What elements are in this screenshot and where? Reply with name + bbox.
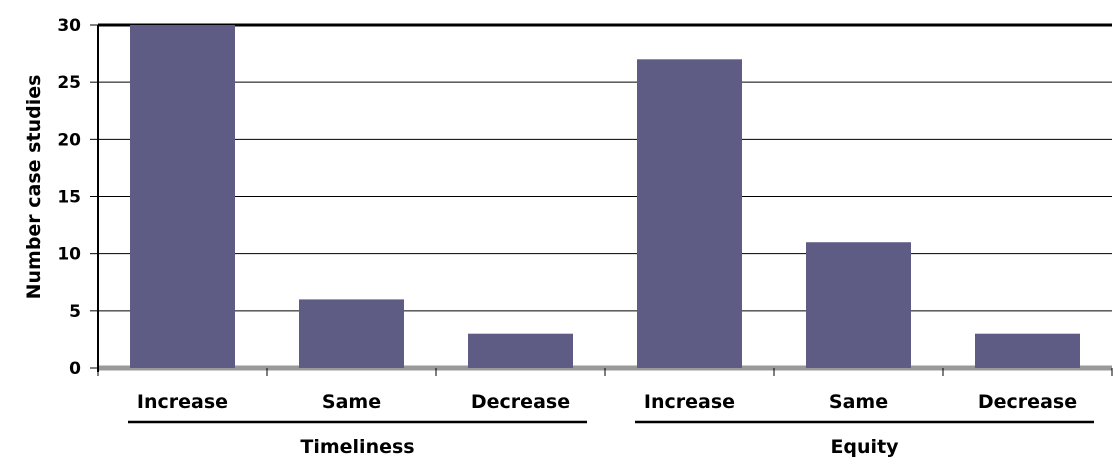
y-tick-label-15: 15 [57,188,81,208]
x-tick-label-equity-decrease: Decrease [978,391,1077,413]
bar-equity-decrease [975,333,1080,368]
x-tick-label-timeliness-same: Same [322,391,381,413]
y-axis-title: Number case studies [23,75,45,300]
x-tick-label-equity-increase: Increase [644,391,735,413]
x-tick-label-equity-same: Same [829,391,888,413]
x-tick-label-timeliness-decrease: Decrease [471,391,570,413]
y-tick-label-30: 30 [57,16,81,36]
gridlines [98,23,1112,371]
y-tick-label-10: 10 [57,245,81,265]
y-tick-label-20: 20 [57,130,81,150]
labels: 0 5 10 15 20 25 30 Increase Same Decrease Increase… [57,16,1077,458]
axes [90,24,1113,424]
bar-timeliness-decrease [468,333,573,368]
y-tick-label-5: 5 [69,302,81,322]
group-label-timeliness: Timeliness [300,436,414,458]
bar-timeliness-same [299,299,404,368]
bar-timeliness-increase [130,25,235,368]
bar-equity-increase [637,59,742,369]
y-tick-label-0: 0 [69,359,81,379]
y-tick-label-25: 25 [57,73,81,93]
bars [130,25,1080,369]
bar-equity-same [806,242,911,368]
x-tick-label-timeliness-increase: Increase [137,391,228,413]
group-label-equity: Equity [830,436,899,458]
